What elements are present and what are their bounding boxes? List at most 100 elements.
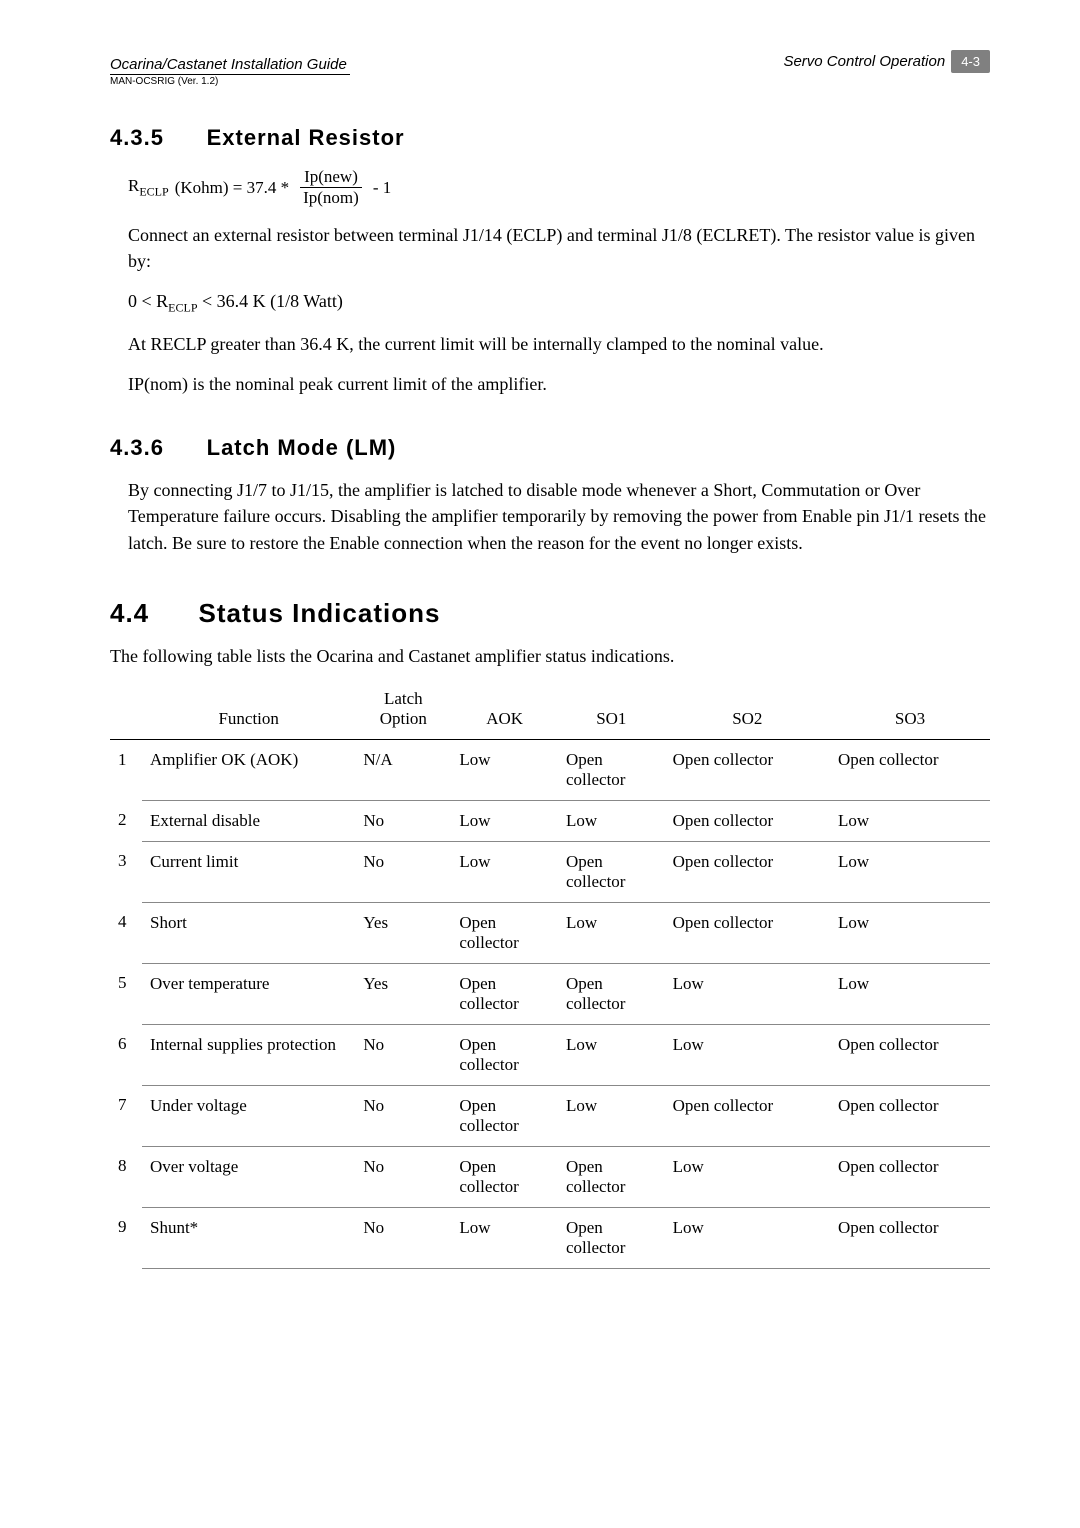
heading-number: 4.4 (110, 598, 149, 628)
table-row: 8Over voltageNoOpen collectorOpen collec… (110, 1146, 990, 1207)
table-cell-so1: Low (558, 1024, 665, 1085)
formula-fraction: Ip(new) Ip(nom) (299, 167, 363, 208)
table-cell-so1: Low (558, 1085, 665, 1146)
table-cell-so2: Low (665, 1146, 830, 1207)
para-436-1: By connecting J1/7 to J1/15, the amplifi… (128, 477, 990, 555)
table-cell-so1: Open collector (558, 739, 665, 800)
table-cell-so1: Low (558, 800, 665, 841)
table-cell-so2: Low (665, 1024, 830, 1085)
heading-title: External Resistor (207, 125, 405, 150)
table-cell-so1: Low (558, 902, 665, 963)
table-cell-n: 9 (110, 1207, 142, 1268)
table-cell-aok: Low (451, 841, 558, 902)
table-cell-so3: Open collector (830, 1146, 990, 1207)
table-cell-aok: Open collector (451, 1024, 558, 1085)
heading-number: 4.3.5 (110, 125, 164, 150)
table-cell-func: Internal supplies protection (142, 1024, 355, 1085)
table-cell-latch: N/A (355, 739, 451, 800)
table-cell-so3: Low (830, 963, 990, 1024)
table-cell-func: Over voltage (142, 1146, 355, 1207)
th-function: Function (142, 683, 355, 740)
section-title: Servo Control Operation (783, 53, 945, 70)
heading-435: 4.3.5 External Resistor (110, 125, 990, 151)
table-cell-so1: Open collector (558, 1207, 665, 1268)
th-so2: SO2 (665, 683, 830, 740)
table-cell-so3: Low (830, 800, 990, 841)
th-blank (110, 683, 142, 740)
table-cell-so2: Low (665, 1207, 830, 1268)
table-cell-latch: Yes (355, 963, 451, 1024)
table-cell-latch: No (355, 1146, 451, 1207)
header-right: Servo Control Operation 4-3 (783, 50, 990, 73)
table-row: 5Over temperatureYesOpen collectorOpen c… (110, 963, 990, 1024)
table-row: 1Amplifier OK (AOK)N/ALowOpen collectorO… (110, 739, 990, 800)
table-cell-aok: Low (451, 739, 558, 800)
table-cell-so3: Low (830, 902, 990, 963)
table-cell-aok: Low (451, 1207, 558, 1268)
heading-number: 4.3.6 (110, 435, 164, 460)
table-cell-aok: Open collector (451, 1146, 558, 1207)
table-cell-so3: Low (830, 841, 990, 902)
para-435-3: At RECLP greater than 36.4 K, the curren… (128, 331, 990, 357)
table-cell-so3: Open collector (830, 739, 990, 800)
doc-title: Ocarina/Castanet Installation Guide (110, 56, 347, 73)
table-cell-func: External disable (142, 800, 355, 841)
para-435-4: IP(nom) is the nominal peak current limi… (128, 371, 990, 397)
header-left: Ocarina/Castanet Installation Guide (110, 56, 347, 73)
table-cell-n: 6 (110, 1024, 142, 1085)
table-cell-so2: Low (665, 963, 830, 1024)
table-cell-aok: Open collector (451, 963, 558, 1024)
formula-prefix: RECLP (128, 176, 169, 199)
table-cell-so2: Open collector (665, 739, 830, 800)
formula-suffix: - 1 (373, 178, 391, 198)
table-row: 9Shunt*NoLowOpen collectorLowOpen collec… (110, 1207, 990, 1268)
heading-436: 4.3.6 Latch Mode (LM) (110, 435, 990, 461)
table-cell-n: 3 (110, 841, 142, 902)
table-cell-func: Current limit (142, 841, 355, 902)
table-cell-aok: Low (451, 800, 558, 841)
table-cell-latch: Yes (355, 902, 451, 963)
table-header-row: Function Latch Option AOK SO1 SO2 SO3 (110, 683, 990, 740)
doc-code: MAN-OCSRIG (Ver. 1.2) (110, 74, 350, 87)
table-cell-func: Over temperature (142, 963, 355, 1024)
table-cell-n: 1 (110, 739, 142, 800)
fraction-denominator: Ip(nom) (299, 188, 363, 208)
table-row: 4ShortYesOpen collectorLowOpen collector… (110, 902, 990, 963)
table-cell-aok: Open collector (451, 1085, 558, 1146)
table-cell-func: Under voltage (142, 1085, 355, 1146)
table-cell-so3: Open collector (830, 1024, 990, 1085)
table-cell-so1: Open collector (558, 963, 665, 1024)
th-aok: AOK (451, 683, 558, 740)
table-cell-so3: Open collector (830, 1207, 990, 1268)
table-cell-aok: Open collector (451, 902, 558, 963)
table-cell-latch: No (355, 800, 451, 841)
heading-title: Status Indications (199, 598, 441, 628)
table-cell-so1: Open collector (558, 1146, 665, 1207)
table-cell-n: 7 (110, 1085, 142, 1146)
table-cell-so3: Open collector (830, 1085, 990, 1146)
table-cell-so2: Open collector (665, 841, 830, 902)
fraction-numerator: Ip(new) (300, 167, 362, 188)
page-header: Ocarina/Castanet Installation Guide Serv… (110, 50, 990, 73)
table-cell-func: Shunt* (142, 1207, 355, 1268)
table-row: 3Current limitNoLowOpen collectorOpen co… (110, 841, 990, 902)
table-cell-so2: Open collector (665, 902, 830, 963)
table-cell-func: Amplifier OK (AOK) (142, 739, 355, 800)
table-cell-so2: Open collector (665, 1085, 830, 1146)
heading-title: Latch Mode (LM) (207, 435, 397, 460)
table-row: 7Under voltageNoOpen collectorLowOpen co… (110, 1085, 990, 1146)
table-cell-n: 5 (110, 963, 142, 1024)
table-cell-n: 8 (110, 1146, 142, 1207)
th-latch: Latch Option (355, 683, 451, 740)
table-row: 2External disableNoLowLowOpen collectorL… (110, 800, 990, 841)
th-so3: SO3 (830, 683, 990, 740)
table-cell-func: Short (142, 902, 355, 963)
para-435-1: Connect an external resistor between ter… (128, 222, 990, 274)
formula-mid: (Kohm) = 37.4 * (175, 178, 289, 198)
page-number-badge: 4-3 (951, 50, 990, 73)
formula-reclp: RECLP (Kohm) = 37.4 * Ip(new) Ip(nom) - … (128, 167, 990, 208)
table-cell-n: 2 (110, 800, 142, 841)
th-so1: SO1 (558, 683, 665, 740)
table-cell-n: 4 (110, 902, 142, 963)
table-cell-latch: No (355, 1207, 451, 1268)
